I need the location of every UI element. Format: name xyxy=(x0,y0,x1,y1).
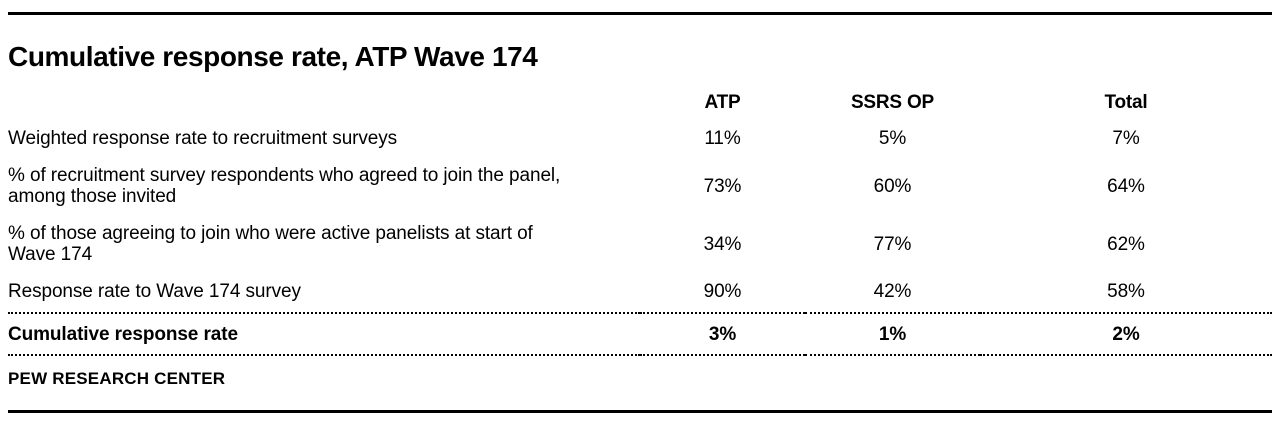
column-header-ssrs-op: SSRS OP xyxy=(850,92,935,113)
cell-value-ssrs-op: 5% xyxy=(878,128,907,149)
column-header-atp: ATP xyxy=(704,92,741,113)
cell-value-atp: 90% xyxy=(703,281,742,302)
row-label: Cumulative response rate xyxy=(8,312,640,356)
source-attribution: PEW RESEARCH CENTER xyxy=(8,369,226,388)
cell-value-atp: 73% xyxy=(703,175,742,197)
row-label: % of those agreeing to join who were act… xyxy=(8,223,533,265)
table-row: Response rate to Wave 174 survey 90% 42%… xyxy=(8,273,1272,313)
table-row-cumulative-total: Cumulative response rate 3% 1% 2% xyxy=(8,312,1272,356)
cell-value-ssrs-op: 1% xyxy=(805,312,980,356)
table-row: % of those agreeing to join who were act… xyxy=(8,215,1272,273)
header-row: ATP SSRS OP Total xyxy=(8,88,1272,120)
column-header-total: Total xyxy=(1104,92,1148,113)
cell-value-total: 64% xyxy=(1107,175,1145,197)
cell-value-atp: 11% xyxy=(704,128,741,149)
top-rule xyxy=(8,12,1272,15)
row-label: Response rate to Wave 174 survey xyxy=(8,281,301,302)
cell-value-ssrs-op: 77% xyxy=(873,233,912,255)
cell-value-atp: 34% xyxy=(703,233,742,255)
column-header-blank xyxy=(8,88,640,120)
cell-value-total: 62% xyxy=(1107,233,1145,255)
bottom-rule xyxy=(8,410,1272,413)
table-header: ATP SSRS OP Total xyxy=(8,88,1272,120)
cell-value-ssrs-op: 60% xyxy=(873,175,912,197)
cell-value-ssrs-op: 42% xyxy=(873,281,912,302)
cell-value-total: 7% xyxy=(1112,128,1140,149)
response-rate-table: ATP SSRS OP Total Weighted response rate… xyxy=(8,88,1272,356)
row-label: Weighted response rate to recruitment su… xyxy=(8,128,398,149)
row-label: % of recruitment survey respondents who … xyxy=(8,165,561,207)
table-row: Weighted response rate to recruitment su… xyxy=(8,120,1272,157)
table-row: % of recruitment survey respondents who … xyxy=(8,157,1272,215)
cell-value-atp: 3% xyxy=(640,312,805,356)
cell-value-total: 58% xyxy=(1107,281,1145,302)
page-title: Cumulative response rate, ATP Wave 174 xyxy=(8,41,538,72)
cell-value-total: 2% xyxy=(980,312,1272,356)
